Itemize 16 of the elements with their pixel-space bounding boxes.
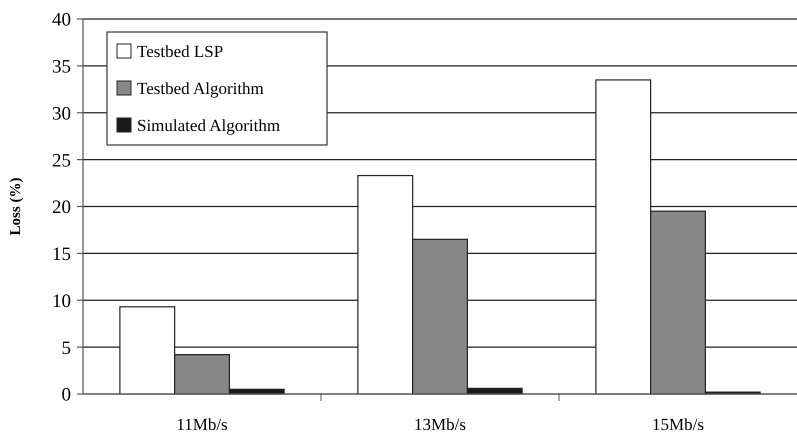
y-tick-label: 35 [52,56,71,78]
y-axis-title: Loss (%) [8,178,24,236]
y-tick-label: 5 [62,338,71,359]
legend-label: Testbed Algorithm [137,78,264,98]
y-tick-label: 10 [52,290,71,312]
legend-label: Testbed LSP [137,42,224,61]
y-tick-label: 0 [62,384,71,406]
x-tick-label: 15Mb/s [652,415,704,434]
y-tick-label: 25 [52,150,71,172]
y-tick-label: 40 [52,10,71,31]
y-tick-label: 30 [52,103,71,124]
legend-label: Simulated Algorithm [137,116,280,135]
y-tick-label: 15 [52,244,71,266]
x-tick-label: 13Mb/s [414,415,466,434]
y-tick-label: 20 [52,197,71,218]
x-tick-label: 11Mb/s [176,415,228,434]
